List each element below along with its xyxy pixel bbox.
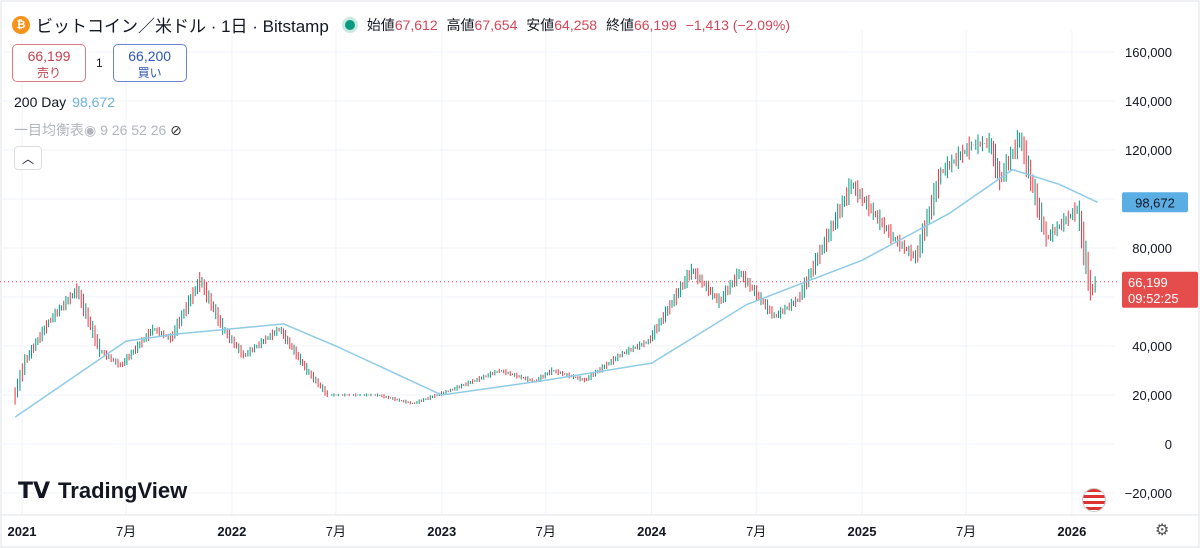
ma-legend[interactable]: 200 Day 98,672	[14, 94, 115, 110]
eye-hidden-icon[interactable]: ⊘	[170, 122, 182, 138]
close-value: 66,199	[633, 16, 677, 33]
x-tick-label: 7月	[536, 524, 556, 539]
tv-logo-icon: 𝗧𝗩	[18, 478, 51, 503]
change-value: −1,413 (−2.09%)	[685, 16, 790, 33]
x-tick-label: 7月	[956, 524, 976, 539]
y-tick-label: 20,000	[1132, 388, 1172, 403]
y-tick-label: 0	[1165, 437, 1172, 452]
x-tick-label: 7月	[326, 524, 346, 539]
gear-icon[interactable]: ⚙	[1155, 522, 1170, 539]
y-tick-label: 140,000	[1125, 94, 1172, 109]
x-tick-label: 2021	[8, 524, 37, 539]
open-value: 67,612	[394, 16, 438, 33]
ichimoku-label: 一目均衡表◉ 9 26 52 26	[14, 122, 167, 138]
collapse-legend-button[interactable]: ︿	[14, 146, 42, 170]
low-value: 64,258	[554, 16, 598, 33]
ma-price-tag	[1122, 192, 1188, 213]
x-tick-label: 2026	[1057, 524, 1086, 539]
ma-value: 98,672	[72, 94, 115, 110]
x-tick-label: 2023	[427, 524, 456, 539]
bitcoin-icon: ₿	[12, 15, 30, 34]
x-tick-label: 7月	[746, 524, 766, 539]
x-tick-label: 7月	[116, 524, 136, 539]
tradingview-logo: 𝗧𝗩 TradingView	[18, 478, 187, 504]
buy-label: 買い	[137, 66, 162, 80]
ma-label: 200 Day	[14, 94, 67, 110]
ohlc-values: 始値67,612 高値67,654 安値64,258 終値66,199 −1,4…	[367, 15, 795, 35]
logo-text: TradingView	[58, 478, 188, 503]
ichimoku-legend[interactable]: 一目均衡表◉ 9 26 52 26 ⊘	[14, 120, 182, 140]
last-price-tag	[1122, 271, 1198, 308]
ma-price-tag-label: 98,672	[1135, 195, 1175, 210]
sell-button[interactable]: 66,199 売り	[12, 44, 86, 82]
y-tick-label: 40,000	[1132, 339, 1172, 354]
chart-header: ₿ ビットコイン／米ドル · 1日 · Bitstamp 始値67,612 高値…	[12, 12, 795, 37]
buy-price: 66,200	[128, 48, 172, 64]
ma200-line	[14, 168, 1099, 418]
y-tick-label: −20,000	[1125, 486, 1172, 501]
spread: 1	[96, 56, 103, 70]
sell-price: 66,199	[27, 48, 71, 64]
x-tick-label: 2024	[637, 524, 667, 539]
low-label: 安値	[526, 16, 555, 33]
high-label: 高値	[446, 16, 475, 33]
market-open-icon	[344, 19, 355, 30]
symbol-title[interactable]: ビットコイン／米ドル · 1日 · Bitstamp	[36, 17, 329, 36]
buy-button[interactable]: 66,200 買い	[112, 44, 187, 82]
close-label: 終値	[605, 16, 634, 33]
sell-label: 売り	[36, 66, 61, 80]
open-label: 始値	[366, 16, 395, 33]
x-tick-label: 2025	[848, 524, 877, 539]
countdown-label: 09:52:25	[1128, 291, 1179, 306]
y-tick-label: 80,000	[1132, 241, 1172, 256]
y-tick-label: 160,000	[1125, 45, 1172, 60]
x-tick-label: 2022	[217, 524, 246, 539]
last-price-label: 66,199	[1128, 275, 1168, 290]
high-value: 67,654	[474, 16, 518, 33]
y-tick-label: 120,000	[1125, 143, 1172, 158]
us-flag-icon[interactable]	[1082, 488, 1106, 512]
